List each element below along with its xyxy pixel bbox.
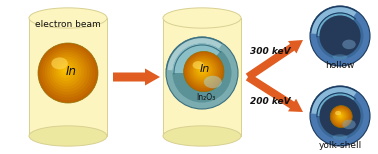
Circle shape [197,65,207,75]
Circle shape [339,115,341,117]
Circle shape [45,50,90,95]
Circle shape [40,45,95,100]
Ellipse shape [193,61,204,69]
Text: In: In [65,65,76,77]
Circle shape [56,61,76,81]
Ellipse shape [333,54,347,60]
Wedge shape [310,86,357,116]
Circle shape [317,13,363,59]
Ellipse shape [29,8,107,28]
Circle shape [191,59,215,83]
Circle shape [337,112,344,120]
Circle shape [330,106,352,128]
Circle shape [51,57,82,87]
Wedge shape [166,37,223,73]
Circle shape [331,106,351,127]
FancyBboxPatch shape [163,18,241,136]
Circle shape [319,15,361,57]
Ellipse shape [163,8,241,28]
Circle shape [184,51,224,92]
FancyArrow shape [246,74,303,112]
Ellipse shape [342,40,356,49]
Text: hollow: hollow [325,61,355,70]
Circle shape [310,86,370,146]
Ellipse shape [29,126,107,146]
Circle shape [338,113,343,119]
Circle shape [334,110,347,123]
Circle shape [338,114,342,118]
Circle shape [193,61,213,81]
Circle shape [200,68,204,71]
Text: 200 keV: 200 keV [250,97,290,107]
Circle shape [310,6,370,66]
Circle shape [333,109,348,124]
Circle shape [42,47,93,97]
Wedge shape [317,93,355,116]
Circle shape [185,53,222,90]
Wedge shape [172,43,221,73]
Circle shape [188,56,218,86]
Circle shape [336,111,345,121]
Wedge shape [310,6,357,36]
Circle shape [332,107,350,126]
Circle shape [54,59,79,84]
Text: In₂O₃: In₂O₃ [197,93,215,101]
FancyArrow shape [246,40,303,80]
Circle shape [47,52,87,92]
Circle shape [190,57,217,84]
Ellipse shape [163,126,241,146]
Circle shape [38,43,98,103]
Ellipse shape [342,120,356,129]
Circle shape [317,93,363,139]
Circle shape [49,54,84,89]
Circle shape [166,37,238,109]
Wedge shape [317,13,355,36]
Circle shape [194,62,211,79]
Circle shape [199,67,206,73]
Text: electron beam: electron beam [35,20,101,28]
Circle shape [63,68,68,73]
Circle shape [196,63,209,77]
Text: 300 keV: 300 keV [250,47,290,55]
Circle shape [335,111,346,122]
Ellipse shape [333,134,347,140]
Circle shape [187,54,220,88]
Text: In: In [200,64,210,74]
Circle shape [319,95,361,137]
Circle shape [172,43,231,103]
Ellipse shape [51,57,68,69]
FancyArrow shape [113,69,160,85]
Circle shape [60,65,71,75]
Ellipse shape [204,76,222,88]
Text: yolk-shell: yolk-shell [318,141,362,150]
Circle shape [58,63,73,78]
Ellipse shape [335,111,341,115]
FancyBboxPatch shape [29,18,107,136]
Circle shape [333,108,349,125]
